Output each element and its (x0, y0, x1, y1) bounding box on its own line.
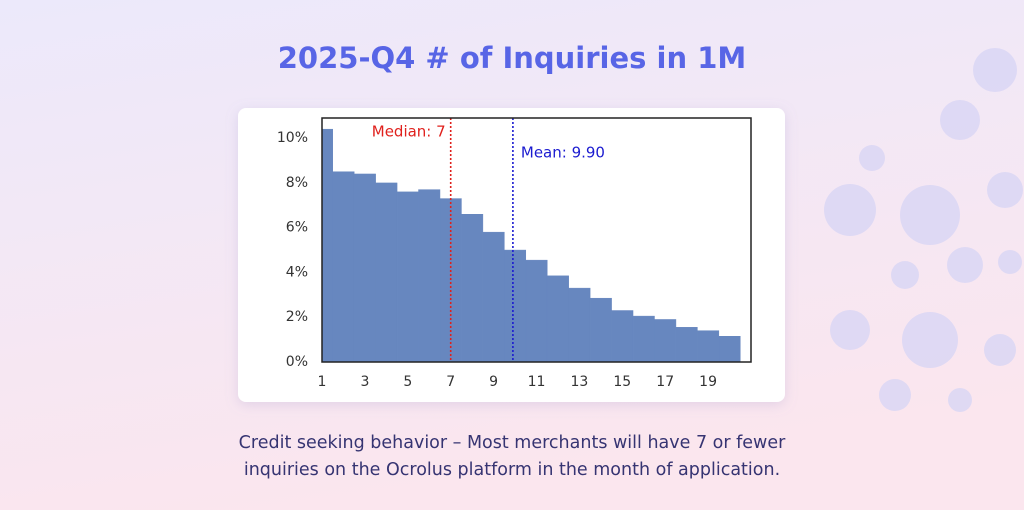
x-tick-label: 19 (699, 374, 717, 390)
bar (332, 171, 355, 363)
bar (718, 336, 741, 363)
x-tick-label: 3 (360, 374, 369, 390)
bar (654, 319, 677, 363)
x-tick-label: 7 (446, 374, 455, 390)
marker-label: Median: 7 (372, 123, 446, 141)
decoration (824, 48, 1023, 412)
x-tick-label: 11 (528, 374, 546, 390)
x-tick-label: 17 (656, 374, 674, 390)
x-tick-label: 1 (318, 374, 327, 390)
y-tick-label: 10% (277, 130, 308, 146)
x-tick-label: 9 (489, 374, 498, 390)
marker-label: Mean: 9.90 (521, 144, 605, 162)
caption-line: inquiries on the Ocrolus platform in the… (244, 460, 780, 480)
bar (611, 310, 634, 363)
y-tick-label: 4% (286, 264, 308, 280)
y-tick-label: 8% (286, 175, 308, 191)
bar (525, 259, 548, 363)
bar (396, 191, 419, 363)
x-tick-label: 5 (403, 374, 412, 390)
bar (568, 287, 591, 363)
bar (504, 249, 527, 363)
bar (418, 189, 441, 363)
caption-line: Credit seeking behavior – Most merchants… (239, 433, 786, 453)
bar (675, 327, 698, 363)
bar (461, 214, 484, 363)
y-tick-label: 2% (286, 309, 308, 325)
axes-frame (321, 117, 752, 363)
bar (632, 315, 655, 363)
bar (546, 275, 569, 363)
bar (375, 182, 398, 363)
x-tick-label: 13 (570, 374, 588, 390)
bar (589, 297, 612, 363)
y-tick-label: 0% (286, 354, 308, 370)
x-tick-label: 15 (613, 374, 631, 390)
y-tick-label: 6% (286, 220, 308, 236)
bar (697, 330, 720, 363)
bar (321, 128, 333, 363)
title: 2025-Q4 # of Inquiries in 1M (278, 41, 746, 75)
bar (482, 231, 505, 363)
bar (353, 173, 376, 363)
